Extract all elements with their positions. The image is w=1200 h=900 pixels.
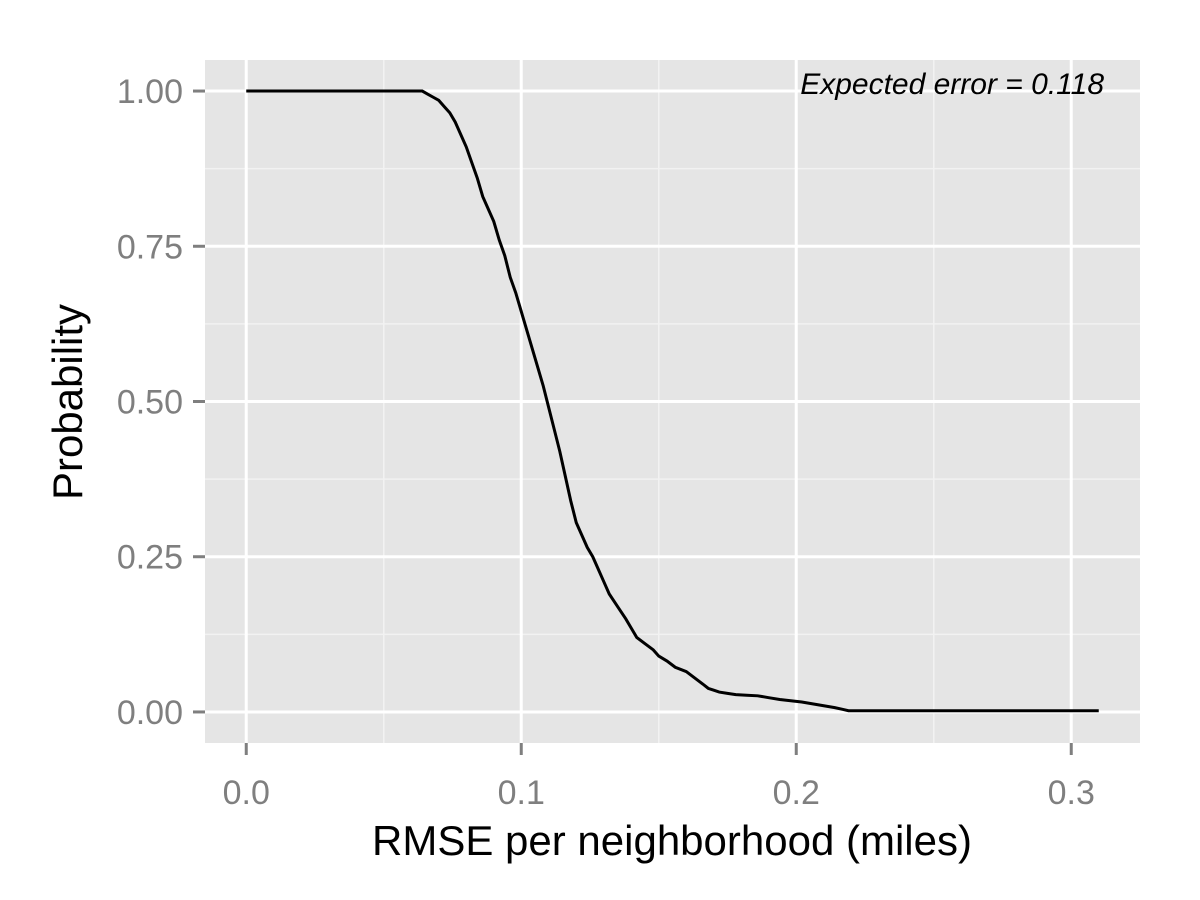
y-tick-label: 1.00 xyxy=(117,73,183,111)
y-axis-title: Probability xyxy=(44,304,91,500)
y-tick-label: 0.25 xyxy=(117,539,183,577)
x-tick-label: 0.0 xyxy=(223,774,270,812)
x-axis-ticks: 0.0 0.1 0.2 0.3 xyxy=(223,743,1095,812)
expected-error-annotation: Expected error = 0.118 xyxy=(800,68,1104,101)
y-tick-label: 0.75 xyxy=(117,228,183,266)
ecdf-line xyxy=(246,89,1099,713)
y-tick-label: 0.50 xyxy=(117,384,183,422)
x-tick-label: 0.2 xyxy=(773,774,820,812)
y-tick-label: 0.00 xyxy=(117,694,183,732)
x-tick-label: 0.1 xyxy=(498,774,545,812)
x-tick-label: 0.3 xyxy=(1048,774,1095,812)
y-axis-ticks: 0.00 0.25 0.50 0.75 1.00 xyxy=(117,73,205,732)
x-axis-title: RMSE per neighborhood (miles) xyxy=(372,817,972,864)
